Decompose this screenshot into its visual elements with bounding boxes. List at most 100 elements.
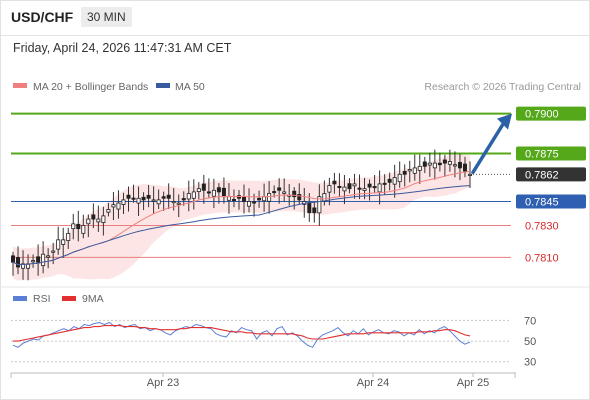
candle-up — [121, 199, 126, 205]
candle-up — [467, 173, 472, 176]
candle-up — [392, 177, 397, 185]
candle — [252, 193, 257, 217]
level-label-0.7862: 0.7862 — [525, 169, 559, 181]
candle-up — [111, 204, 116, 208]
candle — [427, 152, 432, 177]
candle — [447, 149, 452, 172]
ma50-legend-label: MA 50 — [175, 81, 205, 93]
candle — [216, 183, 221, 204]
candle — [91, 203, 96, 229]
candle-up — [211, 189, 216, 197]
candle — [432, 149, 437, 180]
candle — [131, 184, 136, 203]
candle-up — [407, 169, 412, 172]
candle-down — [272, 191, 277, 194]
candle — [337, 173, 342, 197]
candle — [442, 154, 447, 177]
candle-up — [86, 218, 91, 225]
candle-up — [106, 209, 111, 213]
candle — [211, 178, 216, 209]
chart-header: USD/CHF 30 MIN — [0, 0, 590, 36]
candle-down — [206, 191, 211, 194]
candle — [402, 164, 407, 187]
candle-down — [382, 182, 387, 185]
candle — [71, 213, 76, 240]
candle — [141, 192, 146, 211]
candle — [196, 182, 201, 200]
candle — [467, 161, 472, 188]
candle-up — [191, 191, 196, 199]
level-label-0.7875: 0.7875 — [525, 149, 559, 161]
candle-down — [161, 196, 166, 199]
candle — [347, 178, 352, 194]
candle — [312, 201, 317, 223]
candle — [457, 153, 462, 181]
rsi-legend: RSI 9MA — [13, 293, 104, 305]
candle — [161, 191, 166, 211]
ma20-legend-swatch — [13, 83, 27, 88]
candle-down — [332, 180, 337, 185]
candle — [462, 156, 467, 178]
candle — [407, 160, 412, 183]
level-label-0.7830: 0.7830 — [525, 220, 559, 232]
candle-down — [292, 190, 297, 198]
price-panel: 0.7900 0.7875 0.7862 0.7845 0.7830 0.7810 — [0, 106, 590, 288]
candle — [166, 183, 171, 210]
candle-up — [417, 165, 422, 171]
candle-up — [21, 263, 26, 269]
candle-up — [282, 191, 287, 194]
candle — [76, 210, 81, 242]
candle — [392, 164, 397, 198]
rsi-ma-line — [13, 325, 471, 342]
candle-up — [51, 250, 56, 253]
ma50-legend-swatch — [156, 83, 170, 88]
candle-down — [347, 183, 352, 190]
candle-down — [387, 178, 392, 183]
candle-up — [452, 164, 457, 167]
candle — [437, 152, 442, 172]
candle — [342, 175, 347, 205]
ma50-line — [12, 185, 471, 266]
candle-up — [136, 197, 141, 204]
level-badge-0.7900 — [516, 106, 586, 121]
candle-up — [427, 162, 432, 166]
candle-down — [146, 194, 151, 199]
candle — [21, 250, 26, 280]
candle-down — [372, 186, 377, 189]
x-tick-label: Apr 23 — [147, 377, 179, 389]
rsi-panel: 70 50 30 — [11, 315, 536, 369]
candle — [452, 151, 457, 178]
candle — [377, 170, 382, 205]
candle-down — [141, 196, 146, 201]
price-legend: MA 20 + Bollinger Bands MA 50 — [13, 81, 205, 93]
candle — [156, 189, 161, 209]
candle-down — [166, 194, 171, 199]
candle-up — [352, 183, 357, 187]
candle-down — [312, 207, 317, 214]
candle-down — [252, 201, 257, 204]
level-label-0.7900: 0.7900 — [525, 109, 559, 121]
candle-up — [171, 201, 176, 204]
timeframe-badge[interactable]: 30 MIN — [81, 7, 132, 27]
candle-up — [176, 202, 181, 205]
candle-up — [447, 161, 452, 165]
candle-down — [277, 187, 282, 191]
candle-up — [322, 193, 327, 202]
candle — [136, 186, 141, 216]
candle-up — [397, 173, 402, 183]
credit-text: Research © 2026 Trading Central — [424, 81, 581, 93]
header-divider — [0, 35, 590, 36]
candle — [41, 241, 46, 274]
candle-down — [36, 256, 41, 263]
candle-down — [422, 161, 427, 167]
level-label-0.7810: 0.7810 — [525, 252, 559, 264]
candle — [387, 172, 392, 191]
candle — [181, 191, 186, 206]
candle-down — [402, 171, 407, 175]
candle-down — [367, 183, 372, 188]
candle — [417, 154, 422, 184]
bollinger-band — [13, 154, 470, 281]
ma20-legend-label: MA 20 + Bollinger Bands — [33, 81, 148, 93]
candle — [372, 174, 377, 193]
timestamp: Friday, April 24, 2026 11:47:31 AM CET — [13, 41, 232, 55]
